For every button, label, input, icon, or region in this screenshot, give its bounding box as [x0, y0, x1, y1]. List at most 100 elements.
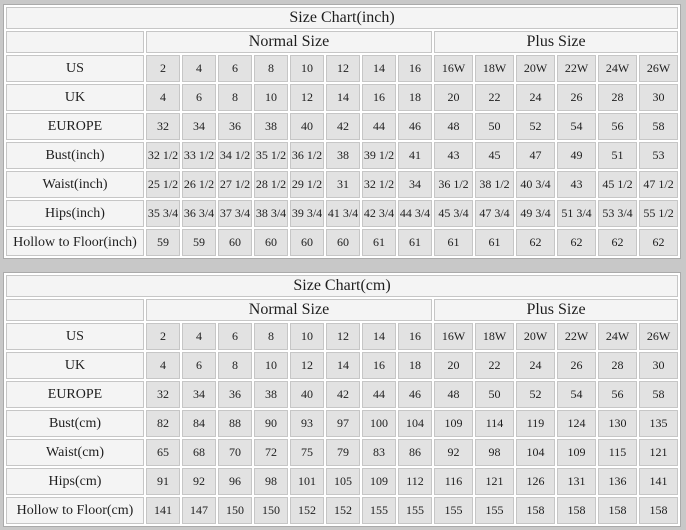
value-cell: 43: [434, 142, 473, 169]
value-cell: 18W: [475, 323, 514, 350]
value-cell: 12: [290, 352, 324, 379]
value-cell: 14: [362, 323, 396, 350]
value-cell: 59: [146, 229, 180, 256]
value-cell: 97: [326, 410, 360, 437]
value-cell: 36: [218, 381, 252, 408]
value-cell: 22W: [557, 323, 596, 350]
value-cell: 68: [182, 439, 216, 466]
value-cell: 58: [639, 113, 679, 140]
value-cell: 141: [146, 497, 180, 524]
value-cell: 18: [398, 352, 432, 379]
value-cell: 100: [362, 410, 396, 437]
value-cell: 62: [639, 229, 679, 256]
value-cell: 34: [182, 113, 216, 140]
value-cell: 47: [516, 142, 555, 169]
value-cell: 24: [516, 352, 555, 379]
value-cell: 45 3/4: [434, 200, 473, 227]
value-cell: 158: [516, 497, 555, 524]
value-cell: 147: [182, 497, 216, 524]
value-cell: 130: [598, 410, 637, 437]
value-cell: 16W: [434, 55, 473, 82]
value-cell: 48: [434, 113, 473, 140]
value-cell: 44: [362, 381, 396, 408]
value-cell: 28 1/2: [254, 171, 288, 198]
group-header: Normal Size: [146, 31, 432, 53]
table-row: UK 4 6 8 10 12 14 16 18 20 22 24 26 28 30: [6, 352, 679, 379]
value-cell: 38: [326, 142, 360, 169]
value-cell: 62: [598, 229, 637, 256]
value-cell: 26W: [639, 55, 679, 82]
value-cell: 50: [475, 381, 514, 408]
value-cell: 18W: [475, 55, 514, 82]
value-cell: 6: [218, 323, 252, 350]
row-label: US: [6, 323, 144, 350]
value-cell: 136: [598, 468, 637, 495]
value-cell: 53: [639, 142, 679, 169]
value-cell: 52: [516, 113, 555, 140]
blank-cell: [6, 299, 144, 321]
table-row: Waist(inch) 25 1/2 26 1/2 27 1/2 28 1/2 29 1/…: [6, 171, 679, 198]
value-cell: 114: [475, 410, 514, 437]
value-cell: 112: [398, 468, 432, 495]
row-label: Hollow to Floor(inch): [6, 229, 144, 256]
value-cell: 22: [475, 352, 514, 379]
value-cell: 150: [218, 497, 252, 524]
value-cell: 45 1/2: [598, 171, 637, 198]
value-cell: 2: [146, 55, 180, 82]
value-cell: 79: [326, 439, 360, 466]
value-cell: 48: [434, 381, 473, 408]
value-cell: 61: [362, 229, 396, 256]
value-cell: 20W: [516, 55, 555, 82]
value-cell: 14: [326, 352, 360, 379]
value-cell: 135: [639, 410, 679, 437]
chart-title: Size Chart(inch): [6, 7, 679, 29]
value-cell: 75: [290, 439, 324, 466]
value-cell: 115: [598, 439, 637, 466]
value-cell: 61: [398, 229, 432, 256]
value-cell: 60: [254, 229, 288, 256]
value-cell: 158: [557, 497, 596, 524]
value-cell: 121: [639, 439, 679, 466]
table-row: Bust(cm) 82 84 88 90 93 97 100 104 109 114 119 124 13…: [6, 410, 679, 437]
value-cell: 32 1/2: [146, 142, 180, 169]
value-cell: 16: [398, 323, 432, 350]
value-cell: 4: [182, 55, 216, 82]
value-cell: 53 3/4: [598, 200, 637, 227]
value-cell: 26W: [639, 323, 679, 350]
value-cell: 6: [182, 352, 216, 379]
value-cell: 4: [182, 323, 216, 350]
value-cell: 47 3/4: [475, 200, 514, 227]
value-cell: 42: [326, 113, 360, 140]
value-cell: 32 1/2: [362, 171, 396, 198]
value-cell: 24W: [598, 323, 637, 350]
value-cell: 36 1/2: [290, 142, 324, 169]
value-cell: 36 3/4: [182, 200, 216, 227]
value-cell: 70: [218, 439, 252, 466]
value-cell: 86: [398, 439, 432, 466]
value-cell: 155: [398, 497, 432, 524]
value-cell: 155: [434, 497, 473, 524]
value-cell: 56: [598, 381, 637, 408]
value-cell: 42 3/4: [362, 200, 396, 227]
table-row: US 2 4 6 8 10 12 14 16 16W 18W 20W 22W 24W 26W: [6, 323, 679, 350]
value-cell: 50: [475, 113, 514, 140]
value-cell: 101: [290, 468, 324, 495]
value-cell: 34: [182, 381, 216, 408]
value-cell: 60: [218, 229, 252, 256]
value-cell: 29 1/2: [290, 171, 324, 198]
value-cell: 109: [434, 410, 473, 437]
value-cell: 26 1/2: [182, 171, 216, 198]
value-cell: 30: [639, 84, 679, 111]
value-cell: 35 3/4: [146, 200, 180, 227]
value-cell: 116: [434, 468, 473, 495]
value-cell: 28: [598, 352, 637, 379]
value-cell: 8: [254, 55, 288, 82]
value-cell: 109: [557, 439, 596, 466]
value-cell: 54: [557, 113, 596, 140]
value-cell: 62: [516, 229, 555, 256]
value-cell: 65: [146, 439, 180, 466]
value-cell: 104: [516, 439, 555, 466]
table-row: Waist(cm) 65 68 70 72 75 79 83 86 92 98 104 109 115 12…: [6, 439, 679, 466]
row-label: Waist(cm): [6, 439, 144, 466]
value-cell: 121: [475, 468, 514, 495]
